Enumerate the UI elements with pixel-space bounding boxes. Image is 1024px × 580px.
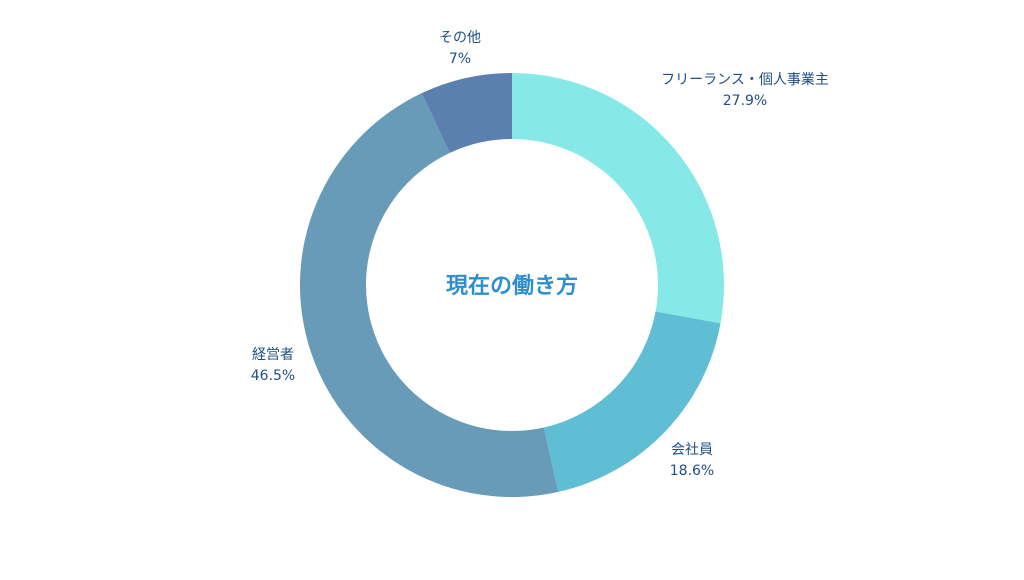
slice-value-1: 18.6% — [669, 463, 715, 479]
slice-value-0: 27.9% — [722, 93, 768, 109]
slice-name-3: その他 — [439, 30, 481, 46]
slice-value-2: 46.5% — [250, 368, 296, 384]
slice-label-1: 会社員 18.6% — [670, 440, 714, 482]
donut-slice-1 — [543, 311, 721, 492]
slice-name-2: 経営者 — [251, 347, 294, 363]
slice-value-3: 7% — [448, 51, 472, 67]
slice-label-0: フリーランス・個人事業主 27.9% — [661, 70, 829, 112]
donut-slice-3 — [421, 73, 512, 153]
slice-label-3: その他 7% — [439, 28, 481, 70]
slice-name-1: 会社員 — [670, 442, 713, 458]
slice-label-2: 経営者 46.5% — [251, 345, 295, 387]
donut-slice-0 — [512, 73, 724, 324]
slice-name-0: フリーランス・個人事業主 — [661, 72, 829, 88]
chart-title: 現在の働き方 — [445, 274, 579, 299]
donut-slice-2 — [299, 93, 559, 497]
